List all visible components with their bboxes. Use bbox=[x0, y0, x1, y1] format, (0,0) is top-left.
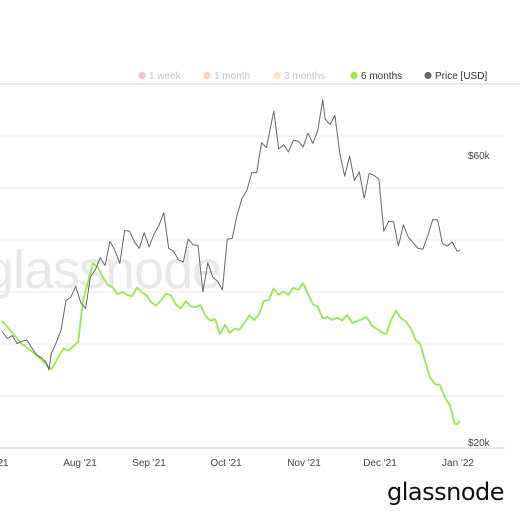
watermark: glassnode bbox=[0, 240, 221, 300]
legend-dot-icon bbox=[203, 71, 211, 80]
legend-dot-icon bbox=[138, 71, 146, 80]
legend-label: Price [USD] bbox=[435, 71, 487, 82]
legend-label: 1 week bbox=[149, 71, 182, 82]
y-axis-ticks: $60k $20k bbox=[468, 151, 491, 449]
legend-item[interactable]: Price [USD] bbox=[424, 71, 487, 82]
x-tick-label: Dec '21 bbox=[363, 458, 397, 469]
legend-item[interactable]: 1 week bbox=[138, 71, 182, 82]
x-axis-ticks: 21 Aug '21 Sep '21 Oct '21 Nov '21 Dec '21 Jan… bbox=[0, 458, 474, 469]
legend-item[interactable]: 1 month bbox=[203, 71, 250, 82]
x-tick-label: 21 bbox=[0, 458, 9, 469]
legend-dot-icon bbox=[273, 71, 281, 80]
y-tick-label: $20k bbox=[468, 438, 491, 449]
legend-item[interactable]: 6 months bbox=[350, 71, 402, 82]
y-tick-label: $60k bbox=[468, 151, 491, 162]
x-tick-label: Aug '21 bbox=[63, 458, 97, 469]
x-tick-label: Jan '22 bbox=[442, 458, 474, 469]
price-usd-series-line bbox=[1, 99, 461, 371]
x-tick-label: Sep '21 bbox=[132, 458, 166, 469]
grid-lines bbox=[0, 83, 520, 449]
x-tick-label: Nov '21 bbox=[287, 458, 321, 469]
legend-dot-icon bbox=[424, 71, 432, 80]
series-lines bbox=[1, 99, 461, 426]
legend-item[interactable]: 3 months bbox=[273, 71, 325, 82]
legend-label: 1 month bbox=[214, 71, 250, 82]
six-months-series-line bbox=[1, 262, 461, 426]
legend-label: 3 months bbox=[284, 71, 325, 82]
x-tick-label: Oct '21 bbox=[210, 458, 242, 469]
legend-dot-icon bbox=[350, 71, 358, 80]
glassnode-logo: glassnode bbox=[386, 478, 505, 506]
legend: 1 week 1 month 3 months 6 months Price [USD] bbox=[138, 71, 487, 82]
legend-label: 6 months bbox=[361, 71, 402, 82]
